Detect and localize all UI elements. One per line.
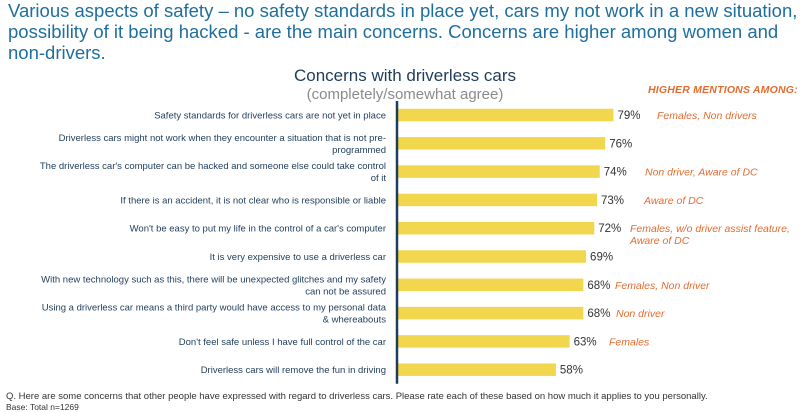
base-note: Base: Total n=1269 bbox=[6, 402, 79, 412]
higher-mention-5-line-2: Aware of DC bbox=[629, 235, 690, 247]
value-label-5: 72% bbox=[598, 223, 621, 235]
bar-4 bbox=[397, 193, 598, 207]
value-label-1: 79% bbox=[617, 110, 640, 122]
higher-mention-5-line-1: Females, w/o driver assist feature, bbox=[630, 223, 790, 235]
headline: Various aspects of safety – no safety st… bbox=[8, 0, 798, 63]
question-footnote: Q. Here are some concerns that other peo… bbox=[6, 391, 708, 402]
higher-mentions-header: HIGHER MENTIONS AMONG: bbox=[648, 84, 798, 96]
chart-title: Concerns with driverless cars bbox=[293, 66, 516, 85]
value-label-2: 76% bbox=[609, 138, 632, 150]
category-label-1: Safety standards for driverless cars are… bbox=[154, 111, 386, 122]
higher-mention-8: Non driver bbox=[616, 308, 665, 320]
category-label-2-line-2: programmed bbox=[332, 145, 386, 156]
category-label-5: Won't be easy to put my life in the cont… bbox=[130, 224, 386, 235]
chart-subtitle: (completely/somewhat agree) bbox=[306, 86, 504, 103]
value-label-7: 68% bbox=[587, 280, 610, 292]
category-label-7-line-2: can not be assured bbox=[305, 286, 386, 297]
category-label-8-line-1: Using a driverless car means a third par… bbox=[42, 303, 387, 314]
bar-2 bbox=[397, 137, 606, 150]
higher-mention-7: Females, Non driver bbox=[615, 280, 710, 292]
bar-7 bbox=[397, 278, 584, 292]
concerns-bar-chart: 79% Safety standards for driverless cars … bbox=[40, 101, 790, 384]
bar-8 bbox=[397, 306, 584, 320]
category-label-8-line-2: & whereabouts bbox=[323, 315, 387, 326]
bar-5 bbox=[397, 221, 595, 235]
category-label-6: It is very expensive to use a driverless… bbox=[210, 252, 386, 263]
bar-1 bbox=[397, 108, 614, 122]
value-label-3: 74% bbox=[604, 167, 627, 179]
higher-mention-4: Aware of DC bbox=[643, 195, 704, 207]
higher-mention-1: Females, Non drivers bbox=[657, 110, 758, 122]
category-label-2-line-1: Driverless cars might not work when they… bbox=[59, 133, 386, 144]
bar-6 bbox=[397, 250, 587, 263]
category-label-9: Don't feel safe unless I have full contr… bbox=[179, 337, 386, 348]
value-label-6: 69% bbox=[590, 252, 613, 264]
value-label-10: 58% bbox=[560, 365, 583, 377]
value-label-9: 63% bbox=[574, 336, 597, 348]
bar-9 bbox=[397, 335, 570, 348]
higher-mention-9: Females bbox=[609, 336, 650, 348]
category-label-3-line-1: The driverless car's computer can be hac… bbox=[40, 161, 386, 172]
category-label-3-line-2: of it bbox=[371, 173, 387, 184]
category-label-4: If there is an accident, it is not clear… bbox=[120, 195, 386, 206]
bar-3 bbox=[397, 165, 600, 178]
bar-10 bbox=[397, 363, 556, 376]
value-label-8: 68% bbox=[587, 308, 610, 320]
value-label-4: 73% bbox=[601, 195, 624, 207]
category-label-10: Driverless cars will remove the fun in d… bbox=[201, 365, 386, 376]
higher-mention-3: Non driver, Aware of DC bbox=[645, 167, 758, 179]
category-label-7-line-1: With new technology such as this, there … bbox=[41, 274, 386, 285]
